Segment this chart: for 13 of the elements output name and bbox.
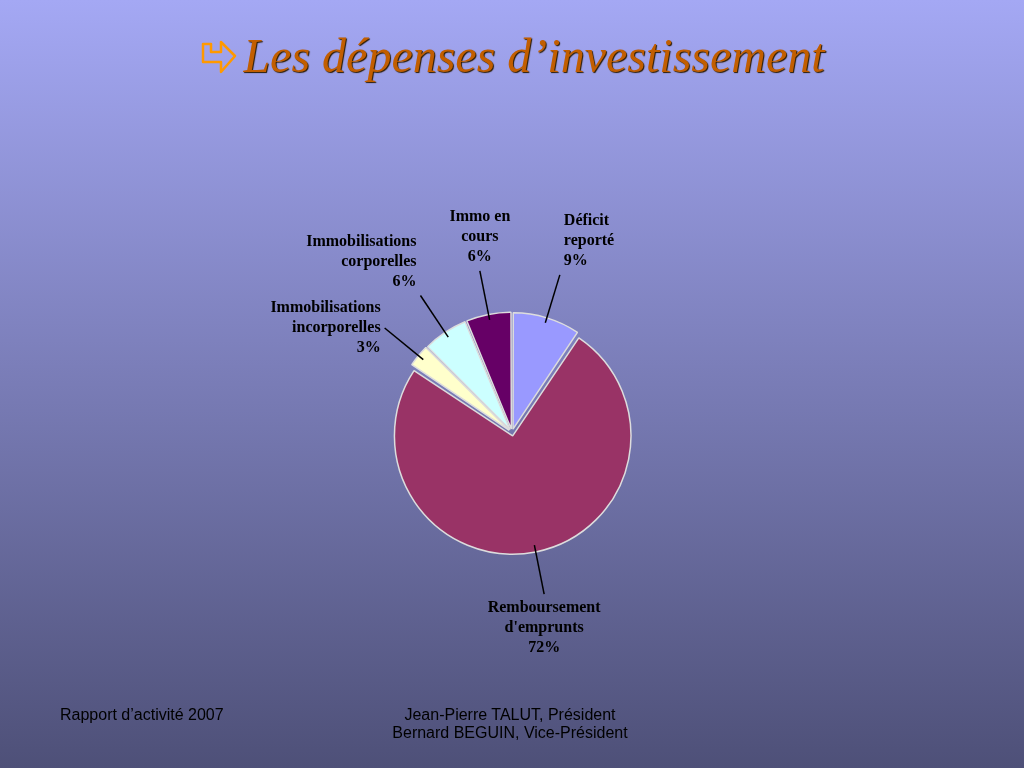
slice-label: Immo en cours bbox=[449, 207, 511, 245]
slice-label: Immobilisations incorporelles bbox=[270, 298, 381, 337]
data-label: 9% bbox=[563, 250, 588, 268]
data-label: 6% bbox=[392, 271, 417, 289]
slice-label: Remboursement d'emprunts bbox=[487, 598, 602, 637]
data-label: 6% bbox=[467, 247, 492, 265]
slice-label: Déficit reporté bbox=[563, 210, 615, 249]
chart-title: Les dépenses d’investissement bbox=[243, 29, 825, 82]
slice-label: Immobilisations corporelles bbox=[306, 231, 417, 270]
text: Jean-Pierre TALUT, Président Bernard BEGUIN, Vice-Président bbox=[391, 706, 629, 742]
data-label: 3% bbox=[356, 338, 381, 356]
data-label: 72% bbox=[528, 638, 561, 656]
text: Rapport d’activité 2007 bbox=[60, 706, 224, 724]
